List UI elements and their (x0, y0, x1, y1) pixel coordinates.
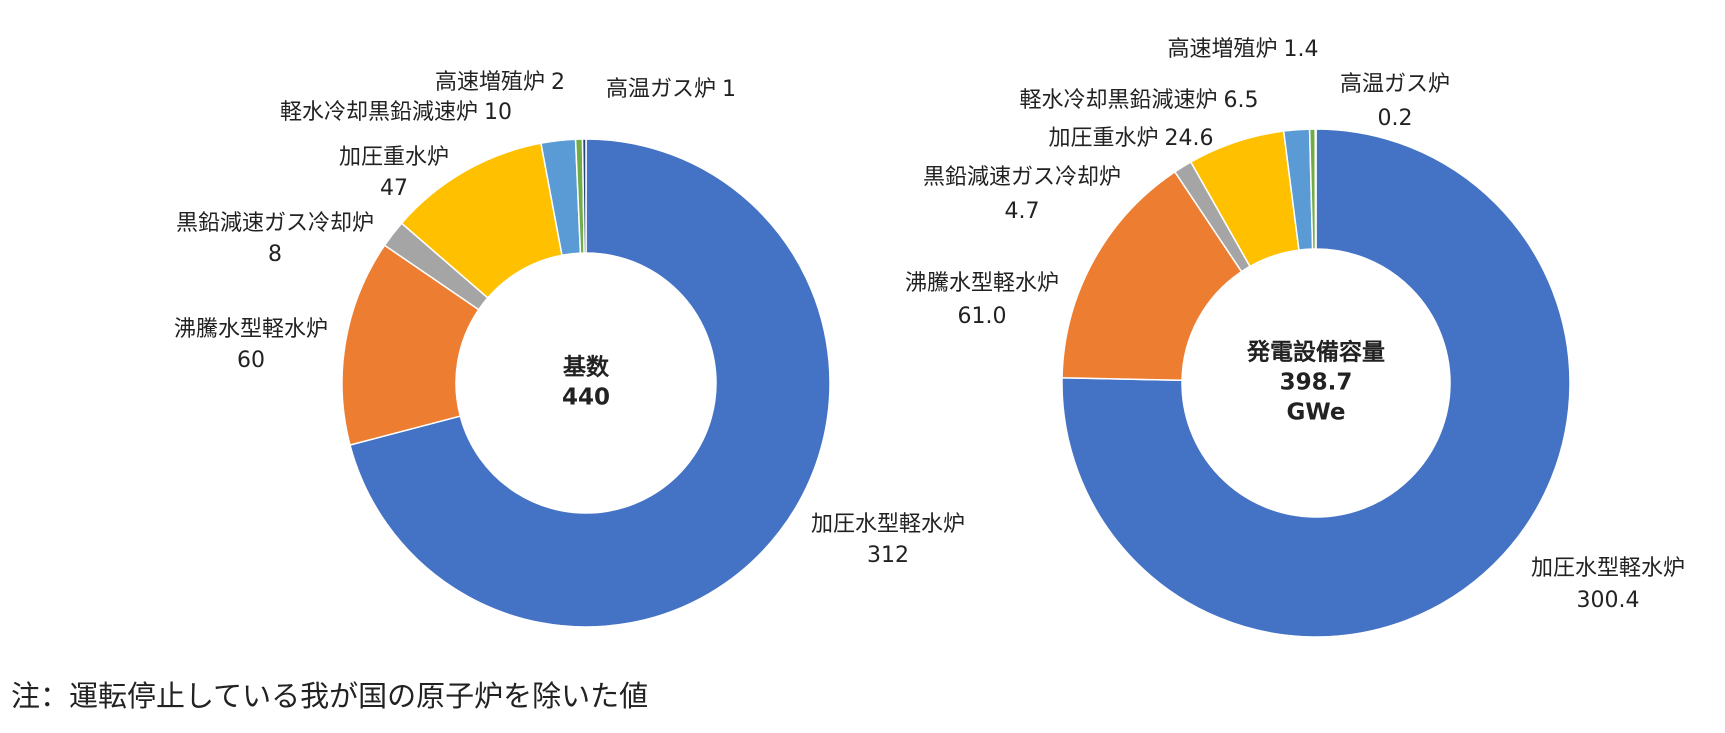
category-label: 沸騰水型軽水炉 (174, 317, 328, 342)
data-label: 高速増殖炉 2 (435, 70, 565, 95)
center-label: GWe (1286, 400, 1345, 426)
category-label: 加圧重水炉 (1049, 126, 1159, 151)
value-label: 10 (484, 100, 512, 125)
value-label: 6.5 (1224, 88, 1259, 113)
category-label: 軽水冷却黒鉛減速炉 (280, 100, 478, 125)
value-label: 61.0 (958, 304, 1007, 329)
footnote: 注：運転停止している我が国の原子炉を除いた値 (11, 679, 648, 713)
value-label: 24.6 (1165, 126, 1214, 151)
category-label: 加圧水型軽水炉 (1531, 556, 1685, 581)
value-label: 300.4 (1577, 588, 1640, 613)
value-label: 4.7 (1005, 199, 1040, 224)
category-label: 沸騰水型軽水炉 (905, 271, 1059, 296)
data-label: 軽水冷却黒鉛減速炉 10 (280, 100, 512, 125)
category-label: 黒鉛減速ガス冷却炉 (176, 211, 374, 236)
category-label: 加圧重水炉 (339, 145, 449, 170)
center-label: 440 (562, 385, 610, 411)
category-label: 高温ガス炉 (1340, 72, 1450, 97)
donut-slice (349, 138, 831, 628)
value-label: 1.4 (1284, 37, 1319, 62)
center-label: 398.7 (1280, 370, 1353, 396)
data-label: 高温ガス炉 1 (606, 77, 736, 102)
category-label: 高温ガス炉 (606, 77, 716, 102)
donut-slice (1061, 170, 1243, 382)
category-label: 高速増殖炉 (1167, 37, 1277, 62)
donut-slice (1061, 128, 1571, 638)
value-label: 1 (722, 77, 736, 102)
donut-slice (1314, 128, 1317, 250)
value-label: 2 (551, 70, 565, 95)
donut-slice (341, 244, 480, 446)
data-label: 加圧重水炉 24.6 (1049, 126, 1214, 151)
value-label: 8 (268, 242, 282, 267)
value-label: 60 (237, 348, 265, 373)
value-label: 312 (867, 543, 909, 568)
data-label: 軽水冷却黒鉛減速炉 6.5 (1019, 88, 1258, 113)
category-label: 軽水冷却黒鉛減速炉 (1019, 88, 1217, 113)
category-label: 高速増殖炉 (435, 70, 545, 95)
value-label: 47 (380, 176, 408, 201)
value-label: 0.2 (1378, 106, 1413, 131)
category-label: 加圧水型軽水炉 (811, 512, 965, 537)
category-label: 黒鉛減速ガス冷却炉 (923, 165, 1121, 190)
center-label: 基数 (563, 355, 610, 381)
center-label: 発電設備容量 (1246, 339, 1385, 366)
data-label: 高速増殖炉 1.4 (1167, 37, 1318, 62)
donut-slice (581, 138, 587, 254)
